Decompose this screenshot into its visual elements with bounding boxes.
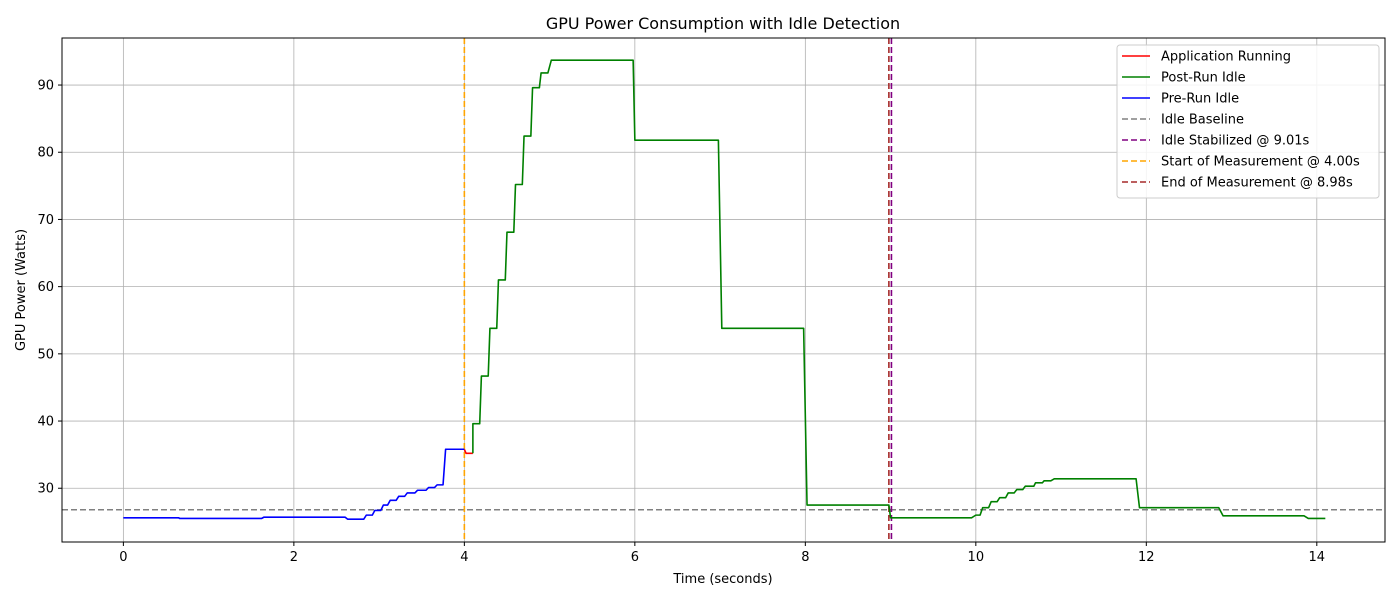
legend-label: Idle Baseline [1161, 113, 1244, 128]
x-tick-label: 4 [460, 550, 468, 565]
x-tick-label: 12 [1138, 550, 1155, 565]
x-tick-label: 8 [801, 550, 809, 565]
legend-label: End of Measurement @ 8.98s [1161, 176, 1353, 191]
y-axis-ticks: 30 40 50 60 70 80 90 [37, 79, 62, 497]
y-tick-label: 70 [37, 213, 54, 228]
series-lines [123, 59, 1326, 520]
x-tick-label: 10 [968, 550, 985, 565]
y-tick-label: 50 [37, 347, 54, 362]
y-axis-label: GPU Power (Watts) [14, 229, 29, 351]
legend-label: Pre-Run Idle [1161, 92, 1239, 107]
legend-label: Application Running [1161, 50, 1291, 65]
legend-label: Idle Stabilized @ 9.01s [1161, 134, 1310, 149]
y-tick-label: 40 [37, 415, 54, 430]
y-tick-label: 60 [37, 280, 54, 295]
legend-label: Start of Measurement @ 4.00s [1161, 155, 1360, 170]
series-line-application-running [463, 448, 473, 455]
plot-area-frame [61, 37, 1386, 543]
y-tick-label: 30 [37, 482, 54, 497]
legend-box [1116, 44, 1380, 199]
y-tick-label: 80 [37, 146, 54, 161]
legend: Application Running Post-Run Idle Pre-Run … [1116, 44, 1380, 199]
x-tick-label: 2 [290, 550, 298, 565]
x-tick-label: 14 [1309, 550, 1326, 565]
y-tick-label: 90 [37, 79, 54, 94]
legend-label: Post-Run Idle [1161, 71, 1246, 86]
x-tick-label: 6 [631, 550, 639, 565]
series-line-pre-run-idle [123, 448, 465, 520]
series-line-post-run-idle [472, 59, 1326, 520]
chart-title: GPU Power Consumption with Idle Detectio… [546, 14, 900, 33]
x-tick-label: 0 [119, 550, 127, 565]
x-axis-label: Time (seconds) [672, 572, 772, 587]
x-axis-ticks: 0 2 4 6 8 10 12 14 [119, 542, 1325, 565]
reference-lines [62, 38, 1385, 542]
